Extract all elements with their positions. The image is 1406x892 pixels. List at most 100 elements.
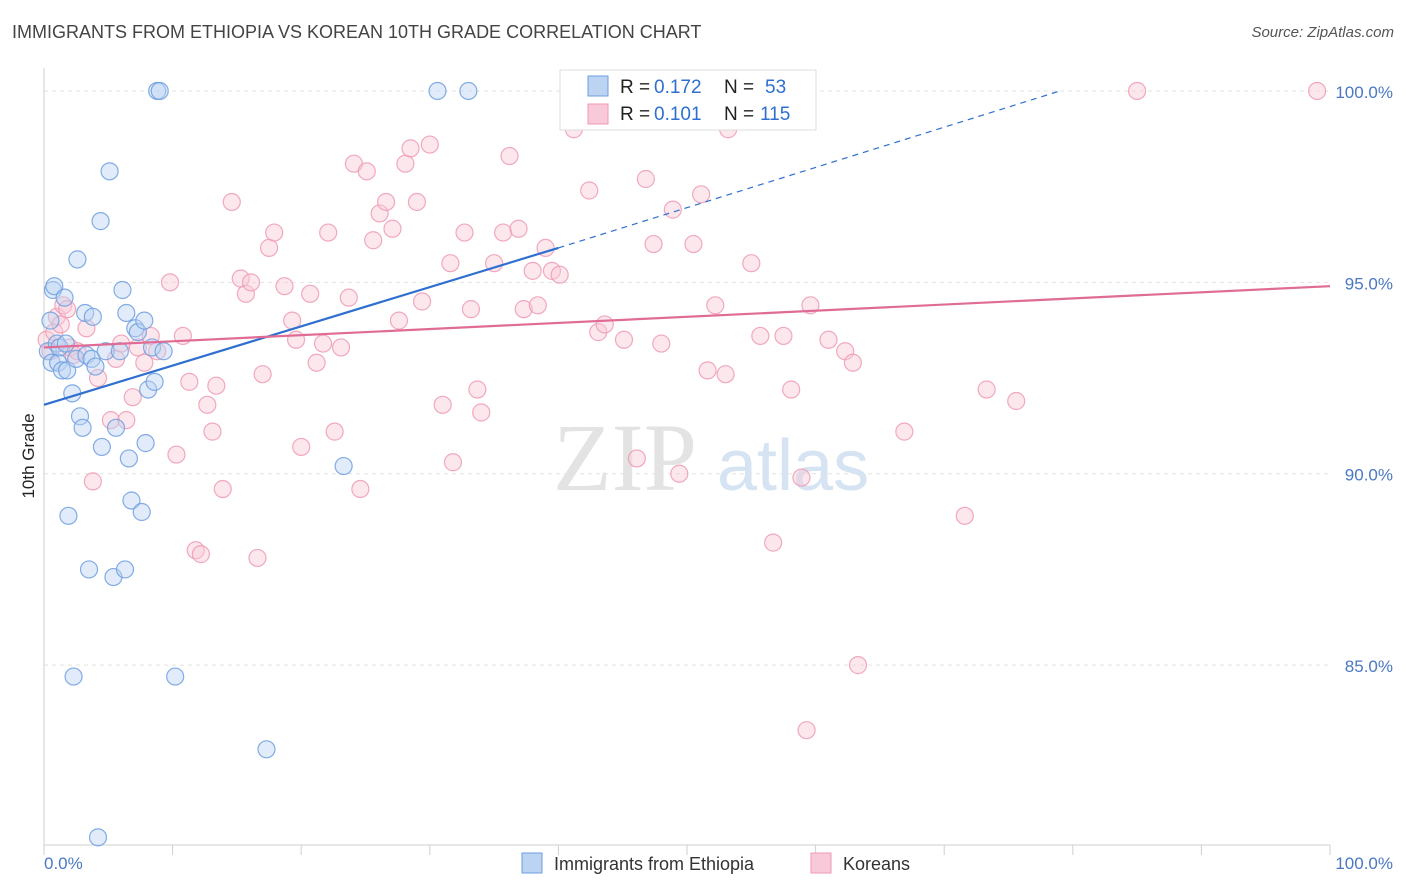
point-koreans-104 (792, 468, 811, 487)
point-koreans-35 (241, 273, 261, 292)
point-koreans-56 (376, 192, 396, 212)
point-ethiopia-23 (83, 307, 102, 326)
point-koreans-106 (801, 296, 820, 315)
bottom-legend-label-ethiopia: Immigrants from Ethiopia (554, 854, 755, 874)
point-koreans-54 (364, 231, 383, 250)
point-koreans-102 (774, 326, 793, 346)
point-ethiopia-17 (70, 407, 90, 426)
point-koreans-113 (977, 380, 996, 399)
point-koreans-69 (468, 380, 487, 399)
legend-n-label-koreans: N = (724, 104, 759, 125)
point-koreans-48 (325, 422, 344, 441)
point-koreans-101 (764, 533, 783, 552)
point-koreans-112 (955, 506, 974, 525)
point-koreans-77 (528, 296, 547, 315)
point-ethiopia-53 (459, 81, 478, 101)
point-koreans-85 (595, 315, 614, 334)
point-koreans-39 (265, 223, 284, 242)
point-ethiopia-32 (110, 342, 129, 361)
point-koreans-46 (313, 334, 333, 353)
point-koreans-49 (331, 338, 351, 357)
bottom-legend-label-koreans: Koreans (843, 854, 910, 874)
point-ethiopia-12 (59, 506, 78, 525)
y-axis-title: 10th Grade (19, 413, 38, 498)
point-koreans-37 (253, 365, 272, 384)
point-ethiopia-10 (56, 334, 75, 353)
point-koreans-62 (412, 292, 432, 311)
point-koreans-38 (259, 238, 279, 257)
point-koreans-88 (636, 169, 655, 189)
point-ethiopia-18 (73, 418, 92, 437)
point-ethiopia-24 (86, 357, 105, 376)
point-koreans-34 (236, 284, 256, 303)
trend-lines (43, 90, 1331, 406)
point-ethiopia-40 (132, 502, 151, 522)
point-koreans-93 (684, 234, 703, 254)
point-koreans-44 (301, 284, 320, 303)
watermark-zip: ZIP (553, 404, 697, 511)
point-koreans-66 (443, 453, 463, 472)
point-koreans-65 (441, 254, 460, 273)
point-koreans-59 (396, 154, 415, 173)
point-koreans-58 (389, 311, 409, 330)
point-ethiopia-4 (45, 277, 64, 296)
point-koreans-50 (339, 288, 358, 307)
point-koreans-110 (848, 656, 868, 675)
legend-r-value-koreans: 0.101 (654, 104, 702, 125)
point-ethiopia-36 (119, 449, 138, 468)
point-koreans-23 (167, 445, 186, 464)
legend-r-label-koreans: R = (620, 104, 655, 125)
point-ethiopia-45 (145, 372, 164, 391)
x-tick-label-max: 100.0% (1335, 854, 1393, 873)
legend-n-label-ethiopia: N = (724, 77, 759, 98)
point-ethiopia-33 (113, 280, 132, 300)
point-koreans-31 (213, 479, 232, 499)
point-ethiopia-37 (122, 491, 141, 510)
point-ethiopia-9 (55, 288, 74, 307)
point-ethiopia-2 (42, 353, 61, 372)
point-koreans-73 (500, 146, 519, 166)
point-ethiopia-35 (117, 303, 136, 323)
point-koreans-19 (135, 353, 154, 372)
point-koreans-12 (88, 368, 108, 388)
point-koreans-111 (895, 422, 914, 441)
point-ethiopia-16 (68, 250, 87, 269)
point-koreans-90 (652, 334, 671, 353)
point-koreans-22 (160, 273, 180, 292)
point-koreans-75 (514, 300, 533, 319)
point-ethiopia-47 (150, 81, 169, 101)
point-ethiopia-1 (41, 311, 60, 330)
point-ethiopia-50 (257, 740, 276, 759)
legend-r-label-ethiopia: R = (620, 77, 655, 98)
point-koreans-105 (797, 721, 816, 740)
point-ethiopia-48 (154, 342, 173, 361)
point-koreans-40 (275, 277, 294, 296)
point-ethiopia-34 (115, 560, 135, 579)
point-koreans-28 (198, 395, 217, 414)
y-tick-label-1: 95.0% (1345, 274, 1393, 293)
legend-r-value-ethiopia: 0.172 (654, 77, 702, 98)
bottom-legend: Immigrants from Ethiopia Koreans (521, 852, 910, 874)
point-ethiopia-51 (334, 456, 353, 476)
legend-n-value-koreans: 115 (760, 104, 790, 125)
point-koreans-76 (523, 261, 542, 280)
point-ethiopia-39 (128, 323, 147, 342)
point-ethiopia-15 (67, 349, 86, 368)
point-koreans-63 (420, 135, 439, 154)
legend-swatch-ethiopia (587, 75, 609, 97)
point-koreans-96 (706, 296, 725, 315)
series-ethiopia (38, 81, 478, 847)
gridlines (44, 90, 1330, 666)
point-ethiopia-52 (428, 81, 447, 101)
point-koreans-99 (742, 254, 761, 273)
legend-n-value-ethiopia: 53 (765, 77, 786, 98)
point-ethiopia-28 (96, 342, 115, 361)
point-koreans-52 (351, 479, 370, 499)
source-label: Source: ZipAtlas.com (1251, 24, 1394, 41)
bottom-legend-swatch-koreans (810, 852, 832, 874)
point-koreans-107 (819, 330, 838, 349)
point-koreans-89 (644, 234, 663, 254)
legend-swatch-koreans (587, 103, 609, 125)
point-ethiopia-41 (135, 311, 154, 330)
